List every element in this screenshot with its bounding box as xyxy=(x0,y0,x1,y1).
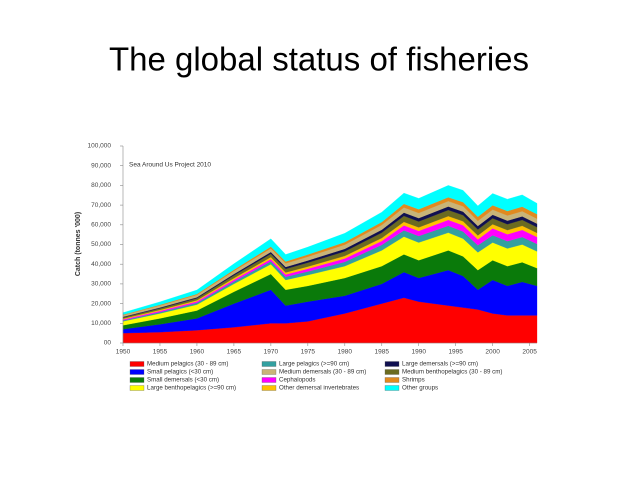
legend-label: Large pelagics (>=90 cm) xyxy=(279,361,349,368)
legend-label: Medium pelagics (30 - 89 cm) xyxy=(147,361,229,368)
y-tick-label: 10,000 xyxy=(91,320,111,327)
legend-label: Medium benthopelagics (30 - 89 cm) xyxy=(402,369,502,376)
legend-label: Large demersals (>=90 cm) xyxy=(402,361,478,368)
y-axis-label: Catch (tonnes '000) xyxy=(75,212,82,276)
y-tick-label: 20,000 xyxy=(91,300,111,307)
x-tick-label: 1955 xyxy=(153,349,168,356)
x-tick-label: 1975 xyxy=(301,349,316,356)
legend-swatch xyxy=(261,385,277,391)
x-tick-label: 1950 xyxy=(116,349,131,356)
legend-label: Large benthopelagics (>=90 cm) xyxy=(147,385,236,392)
legend-label: Cephalopods xyxy=(279,377,315,384)
legend-swatch xyxy=(384,385,400,391)
legend-swatch xyxy=(129,361,145,367)
x-tick-label: 1990 xyxy=(411,349,426,356)
annotation: Sea Around Us Project 2010 xyxy=(129,162,211,169)
legend-label: Small pelagics (<30 cm) xyxy=(147,369,213,376)
legend-label: Other groups xyxy=(402,385,438,392)
x-tick-label: 2000 xyxy=(485,349,500,356)
y-tick-label: 90,000 xyxy=(91,162,111,169)
legend-swatch xyxy=(261,369,277,375)
x-tick-label: 2005 xyxy=(522,349,537,356)
legend-swatch xyxy=(129,385,145,391)
y-tick-label: 30,000 xyxy=(91,281,111,288)
x-tick-label: 1970 xyxy=(264,349,279,356)
legend-swatch xyxy=(261,361,277,367)
area xyxy=(122,185,538,315)
y-tick-label: 40,000 xyxy=(91,261,111,268)
legend-label: Small demersals (<30 cm) xyxy=(147,377,219,384)
legend-swatch xyxy=(384,377,400,383)
y-tick-label: 50,000 xyxy=(91,241,111,248)
legend-swatch xyxy=(261,377,277,383)
x-tick-label: 1960 xyxy=(190,349,205,356)
x-tick-label: 1985 xyxy=(375,349,390,356)
x-tick-label: 1965 xyxy=(227,349,242,356)
legend-swatch xyxy=(384,369,400,375)
x-tick-label: 1980 xyxy=(338,349,353,356)
y-tick-label: 70,000 xyxy=(91,202,111,209)
legend-label: Medium demersals (30 - 89 cm) xyxy=(279,369,366,376)
legend-label: Shrimps xyxy=(402,377,425,384)
legend-label: Other demersal invertebrates xyxy=(279,385,359,392)
slide-title: The global status of fisheries xyxy=(109,41,529,78)
legend-swatch xyxy=(384,361,400,367)
y-tick-label: 00 xyxy=(104,340,112,347)
y-tick-label: 100,000 xyxy=(88,143,112,150)
legend-swatch xyxy=(129,377,145,383)
x-tick-label: 1995 xyxy=(448,349,463,356)
y-tick-label: 60,000 xyxy=(91,222,111,229)
y-tick-label: 80,000 xyxy=(91,182,111,189)
legend-swatch xyxy=(129,369,145,375)
